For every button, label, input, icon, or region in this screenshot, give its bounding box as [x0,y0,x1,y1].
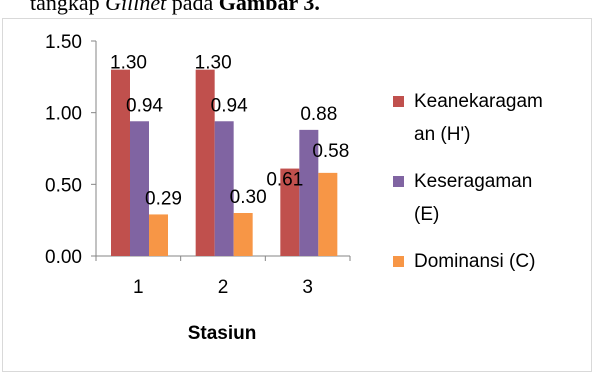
x-tick-label: 3 [302,277,313,298]
bar [299,129,319,256]
caption-italic: Gillnet [105,0,167,15]
data-label: 1.30 [110,53,147,74]
bar [111,69,130,257]
caption-text: tangkap Gillnet pada Gambar 3. [30,0,320,16]
legend-label: Keseragaman [414,171,532,192]
y-tick-label: 0.00 [45,247,82,268]
bar [233,213,253,256]
data-label: 0.58 [312,141,349,162]
data-label: 0.30 [230,187,267,208]
data-label: 0.94 [126,95,163,116]
legend-swatch [393,176,404,187]
bar [149,214,168,256]
legend-label: Dominansi (C) [414,251,535,272]
bar [195,69,215,257]
data-label: 0.88 [300,104,337,125]
chart-legend: Keanekaragam an (H') Keseragaman (E) Dominan… [393,91,543,272]
y-tick-label: 1.50 [45,32,82,53]
x-tick-label: 2 [218,277,229,298]
legend-label: (E) [414,204,439,225]
data-label: 0.94 [211,95,248,116]
legend-swatch [393,256,404,267]
legend-swatch [393,96,404,107]
bar [318,172,338,256]
caption-prefix: tangkap [30,0,106,15]
bar [130,121,149,257]
caption-bold: Gambar 3. [218,0,320,15]
chart-bars [111,69,338,257]
y-tick-label: 0.50 [45,175,82,196]
data-label: 0.61 [266,170,303,191]
data-label: 0.29 [145,188,182,209]
x-axis-title: Stasiun [188,323,257,344]
legend-label: Keanekaragam [414,91,543,112]
bar [214,121,234,257]
y-tick-label: 1.00 [45,104,82,125]
caption-middle: pada [166,0,219,15]
x-tick-label: 1 [133,277,144,298]
chart-data-labels: 1.30 1.30 0.61 0.94 0.94 0.88 0.29 0.30 0.58 [110,53,349,210]
bar [280,168,300,256]
legend-label: an (H') [414,124,470,145]
data-label: 1.30 [195,53,232,74]
